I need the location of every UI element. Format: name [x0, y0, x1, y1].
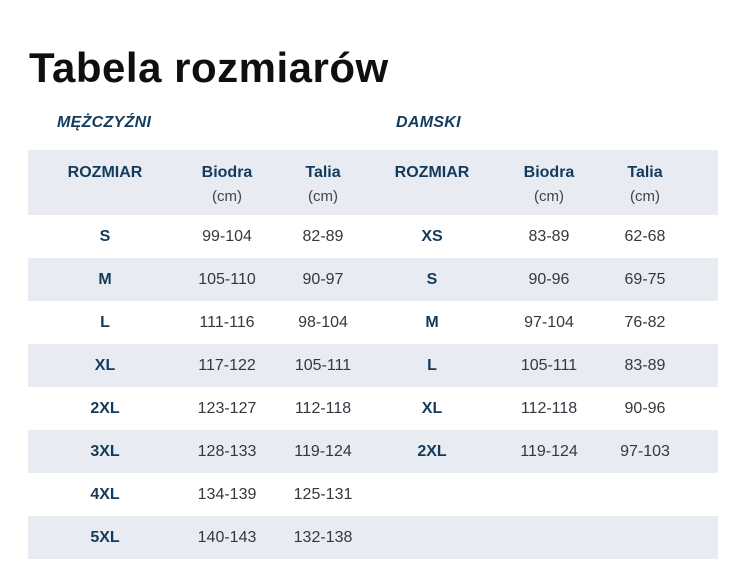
women-hips: 112-118: [520, 399, 578, 417]
men-hips-label: Biodra: [201, 164, 253, 181]
women-waist: 83-89: [624, 356, 666, 374]
men-hips: 134-139: [197, 485, 257, 503]
men-hips: 117-122: [198, 356, 256, 374]
women-size: L: [427, 356, 437, 374]
women-waist: [608, 473, 718, 516]
men-size: 3XL: [90, 442, 120, 460]
size-table: ROZMIAR Biodra (cm) Talia (cm) ROZMIAR B…: [28, 150, 718, 559]
header-row: ROZMIAR Biodra (cm) Talia (cm) ROZMIAR B…: [28, 150, 718, 215]
women-hips-column-header: Biodra (cm): [490, 150, 608, 215]
men-hips: 111-116: [199, 313, 255, 331]
men-size: S: [99, 227, 111, 245]
size-row: 5XL 140-143 132-138: [28, 516, 718, 559]
size-table-body: S 99-104 82-89 XS 83-89 62-68 M 105-110 …: [28, 215, 718, 559]
women-size: [374, 473, 490, 516]
women-waist: 76-82: [624, 313, 666, 331]
women-size: XS: [421, 227, 443, 245]
men-waist: 90-97: [302, 270, 344, 288]
men-waist: 105-111: [294, 356, 352, 374]
size-table-header: ROZMIAR Biodra (cm) Talia (cm) ROZMIAR B…: [28, 150, 718, 215]
men-size: 2XL: [90, 399, 120, 417]
women-hips: 90-96: [528, 270, 570, 288]
women-size: M: [425, 313, 439, 331]
women-size: [374, 516, 490, 559]
men-hips: 123-127: [197, 399, 257, 417]
size-row: XL 117-122 105-111 L 105-111 83-89: [28, 344, 718, 387]
women-hips: 97-104: [524, 313, 574, 331]
size-row: L 111-116 98-104 M 97-104 76-82: [28, 301, 718, 344]
men-hips-column-header: Biodra (cm): [182, 150, 272, 215]
women-section-label: DAMSKI: [396, 114, 461, 131]
women-waist-label: Talia: [627, 164, 663, 181]
women-size: XL: [421, 399, 443, 417]
size-row: 4XL 134-139 125-131: [28, 473, 718, 516]
women-hips: [490, 516, 608, 559]
women-waist-column-header: Talia (cm): [608, 150, 718, 215]
men-waist: 132-138: [293, 528, 353, 546]
size-row: 2XL 123-127 112-118 XL 112-118 90-96: [28, 387, 718, 430]
men-size: L: [100, 313, 110, 331]
men-size-column-header: ROZMIAR: [67, 164, 143, 181]
men-waist: 98-104: [298, 313, 348, 331]
women-size-column-header: ROZMIAR: [394, 164, 470, 181]
men-size: 4XL: [90, 485, 120, 503]
men-section-label: MĘŻCZYŹNI: [57, 114, 152, 131]
women-waist: 97-103: [620, 442, 670, 460]
women-hips-unit: (cm): [534, 187, 564, 205]
women-waist: [608, 516, 718, 559]
men-waist-column-header: Talia (cm): [272, 150, 374, 215]
men-waist: 119-124: [294, 442, 352, 460]
women-waist-unit: (cm): [630, 187, 660, 205]
women-hips: [490, 473, 608, 516]
women-waist: 90-96: [624, 399, 666, 417]
women-hips-label: Biodra: [523, 164, 575, 181]
women-hips: 105-111: [520, 356, 578, 374]
men-size: 5XL: [90, 528, 120, 546]
men-waist-unit: (cm): [308, 187, 338, 205]
men-hips: 99-104: [202, 227, 252, 245]
page-title: Tabela rozmiarów: [29, 44, 389, 92]
men-waist-label: Talia: [305, 164, 341, 181]
size-row: S 99-104 82-89 XS 83-89 62-68: [28, 215, 718, 258]
men-hips: 140-143: [197, 528, 257, 546]
women-hips: 119-124: [520, 442, 578, 460]
women-waist: 62-68: [624, 227, 666, 245]
men-size: M: [98, 270, 112, 288]
size-row: M 105-110 90-97 S 90-96 69-75: [28, 258, 718, 301]
men-hips: 105-110: [198, 270, 256, 288]
men-waist: 125-131: [293, 485, 353, 503]
men-size: XL: [94, 356, 116, 374]
women-waist: 69-75: [624, 270, 666, 288]
men-hips-unit: (cm): [212, 187, 242, 205]
size-row: 3XL 128-133 119-124 2XL 119-124 97-103: [28, 430, 718, 473]
women-hips: 83-89: [528, 227, 570, 245]
men-waist: 82-89: [302, 227, 344, 245]
men-waist: 112-118: [294, 399, 352, 417]
women-size: 2XL: [417, 442, 447, 460]
men-hips: 128-133: [197, 442, 257, 460]
women-size: S: [426, 270, 438, 288]
